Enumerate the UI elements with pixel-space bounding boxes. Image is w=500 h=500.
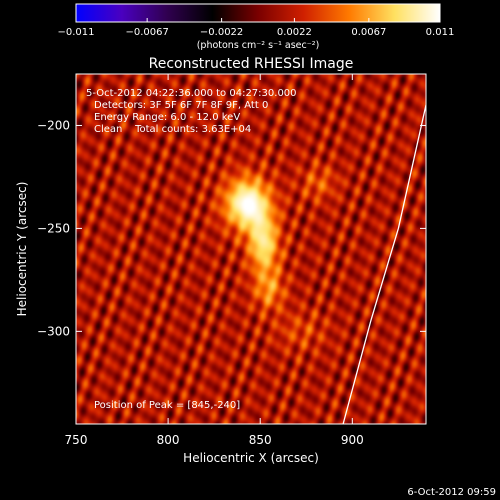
colorbar-tick-label: 0.0022	[277, 27, 312, 38]
x-tick-label: 800	[157, 433, 180, 447]
colorbar-tick-label: −0.011	[57, 27, 94, 38]
colorbar-tick-label: −0.0022	[200, 27, 243, 38]
solar-limb-line	[342, 104, 426, 424]
x-axis-label: Heliocentric X (arcsec)	[183, 451, 319, 465]
footer-timestamp: 6-Oct-2012 09:59	[407, 487, 496, 498]
colorbar: −0.011 −0.0067 −0.0022 0.0022 0.0067 0.011 (p…	[57, 3, 454, 51]
plot-frame	[75, 73, 427, 425]
info-clean-counts: Clean Total counts: 3.63E+04	[94, 124, 251, 135]
colorbar-gradient	[75, 3, 441, 23]
y-axis-label: Heliocentric Y (arcsec)	[15, 182, 29, 317]
chart-title: Reconstructed RHESSI Image	[149, 56, 354, 72]
colorbar-unit-label: (photons cm⁻² s⁻¹ asec⁻²)	[197, 40, 320, 51]
info-time-range: 5-Oct-2012 04:22:36.000 to 04:27:30.000	[86, 88, 297, 99]
y-tick-label: −300	[37, 324, 70, 338]
heatmap-image	[76, 74, 426, 424]
colorbar-ticks: −0.011 −0.0067 −0.0022 0.0022 0.0067 0.011	[57, 18, 454, 38]
y-tick-label: −250	[37, 221, 70, 235]
colorbar-tick-label: −0.0067	[125, 27, 168, 38]
peak-position-label: Position of Peak = [845,-240]	[94, 400, 240, 411]
x-axis-ticks: 750 800 850 900	[65, 74, 364, 447]
x-tick-label: 900	[341, 433, 364, 447]
x-tick-label: 750	[65, 433, 88, 447]
plot-area: 750 800 850 900 −200 −250 −300 5-Oct-2012 04:…	[37, 73, 427, 447]
y-tick-label: −200	[37, 118, 70, 132]
info-block: 5-Oct-2012 04:22:36.000 to 04:27:30.000 …	[86, 88, 297, 135]
colorbar-tick-label: 0.011	[426, 27, 455, 38]
info-energy-range: Energy Range: 6.0 - 12.0 keV	[94, 112, 240, 123]
info-detectors: Detectors: 3F 5F 6F 7F 8F 9F, Att 0	[94, 100, 268, 111]
x-tick-label: 850	[249, 433, 272, 447]
colorbar-tick-label: 0.0067	[351, 27, 386, 38]
y-axis-ticks: −200 −250 −300	[37, 118, 426, 338]
